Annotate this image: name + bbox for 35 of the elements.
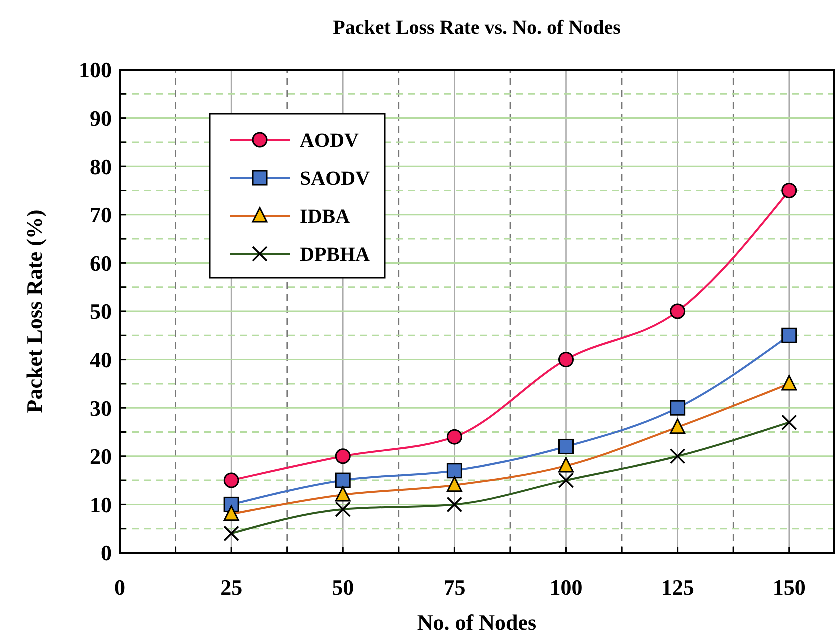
point: [670, 304, 686, 320]
y-tick-label: 40: [90, 348, 112, 372]
point: [335, 472, 351, 488]
y-tick-label: 90: [90, 106, 112, 131]
x-tick-label: 150: [772, 575, 806, 600]
point: [558, 352, 574, 368]
y-tick-label: 100: [79, 58, 112, 83]
y-tick-label: 70: [90, 202, 112, 228]
x-axis-title: No. of Nodes: [417, 610, 538, 635]
point: [446, 463, 462, 479]
point: [670, 400, 686, 416]
y-tick-label: 0: [101, 540, 112, 566]
legend-label: AODV: [300, 130, 360, 152]
legend-label: IDBA: [300, 206, 351, 228]
point: [446, 429, 462, 445]
y-tick-label: 80: [90, 154, 112, 180]
chart-title: Packet Loss Rate vs. No. of Nodes: [333, 17, 622, 39]
y-tick-label: 50: [90, 299, 112, 324]
x-tick-label: 25: [220, 575, 243, 600]
y-tick-label: 60: [90, 250, 112, 276]
legend-label: SAODV: [300, 168, 371, 190]
legend-label: DPBHA: [300, 244, 371, 266]
x-tick-label: 100: [550, 575, 583, 600]
y-tick-label: 20: [90, 444, 112, 470]
point: [782, 328, 798, 344]
point: [224, 472, 240, 488]
x-tick-label: 125: [661, 575, 694, 600]
x-tick-label: 75: [444, 575, 466, 600]
point: [782, 183, 798, 198]
y-tick-label: 30: [90, 396, 112, 421]
x-tick-label: 50: [332, 575, 354, 600]
y-tick-label: 10: [90, 492, 112, 518]
point: [558, 438, 574, 454]
y-axis-title: Packet Loss Rate (%): [22, 210, 47, 414]
point: [335, 448, 351, 464]
